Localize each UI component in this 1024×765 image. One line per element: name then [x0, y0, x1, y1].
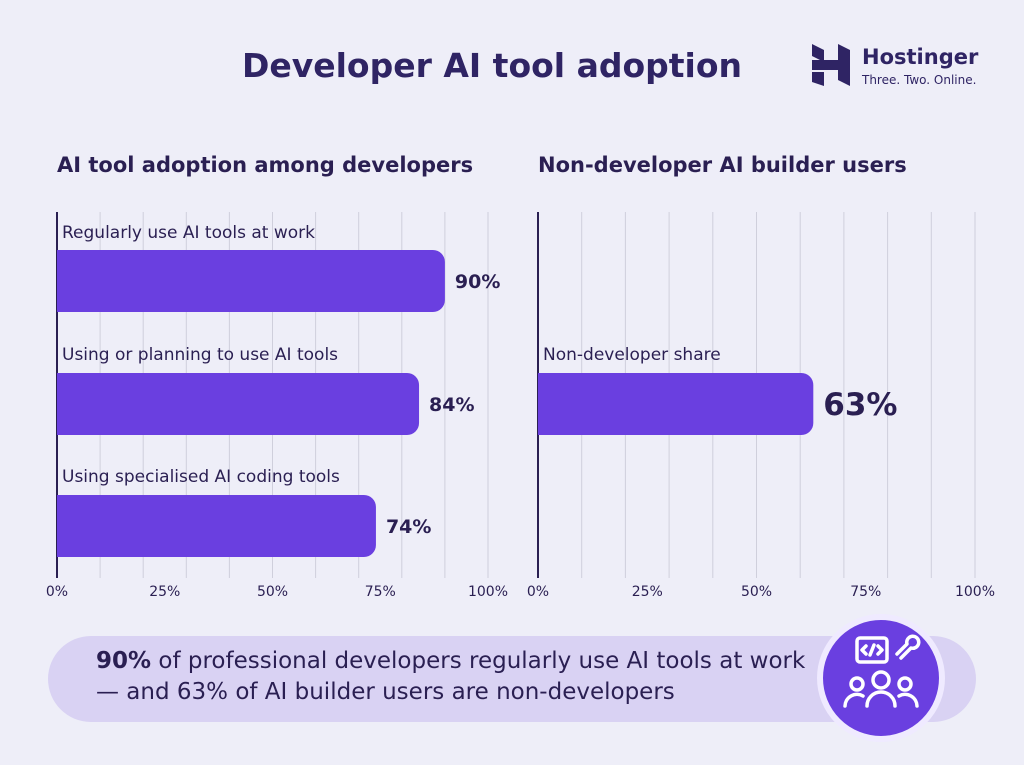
x-tick-label: 100%	[468, 584, 508, 600]
bar-category-label: Non-developer share	[543, 345, 721, 365]
brand-name: Hostinger	[862, 45, 979, 69]
x-tick-label: 50%	[741, 584, 772, 600]
callout-highlight: 90%	[96, 648, 152, 674]
chart-title-non-developers: Non-developer AI builder users	[538, 153, 907, 177]
bar-value-label: 90%	[455, 271, 500, 293]
hostinger-logo-icon	[812, 44, 850, 86]
x-tick-label: 25%	[149, 584, 180, 600]
page-title: Developer AI tool adoption	[241, 46, 743, 85]
bar-value-label: 63%	[823, 387, 897, 423]
x-tick-label: 75%	[365, 584, 396, 600]
x-tick-label: 100%	[955, 584, 995, 600]
chart-title-developers: AI tool adoption among developers	[57, 153, 474, 177]
callout-body: of professional developers regularly use…	[96, 648, 806, 705]
bar	[57, 373, 420, 435]
bar-category-label: Using specialised AI coding tools	[62, 467, 340, 487]
bar-value-label: 74%	[386, 516, 431, 538]
bar	[57, 495, 376, 557]
charts-canvas: 0% 25% 50% 75% 100% Regularly use AI tools at…	[46, 212, 995, 600]
bar	[57, 250, 445, 312]
bar-category-label: Using or planning to use AI tools	[62, 345, 338, 365]
x-tick-label: 75%	[850, 584, 881, 600]
x-tick-label: 25%	[632, 584, 663, 600]
bar	[538, 373, 814, 435]
x-tick-label: 0%	[46, 584, 68, 600]
x-tick-label: 0%	[527, 584, 549, 600]
x-tick-label: 50%	[257, 584, 288, 600]
callout-badge	[817, 614, 945, 742]
callout-text: 90% of professional developers regularly…	[96, 646, 816, 708]
developer-team-icon	[843, 634, 921, 708]
bar-value-label: 84%	[429, 394, 474, 416]
brand-tagline: Three. Two. Online.	[862, 73, 977, 87]
brand-logo: Hostinger Three. Two. Online.	[810, 42, 1010, 92]
bar-category-label: Regularly use AI tools at work	[62, 223, 315, 243]
